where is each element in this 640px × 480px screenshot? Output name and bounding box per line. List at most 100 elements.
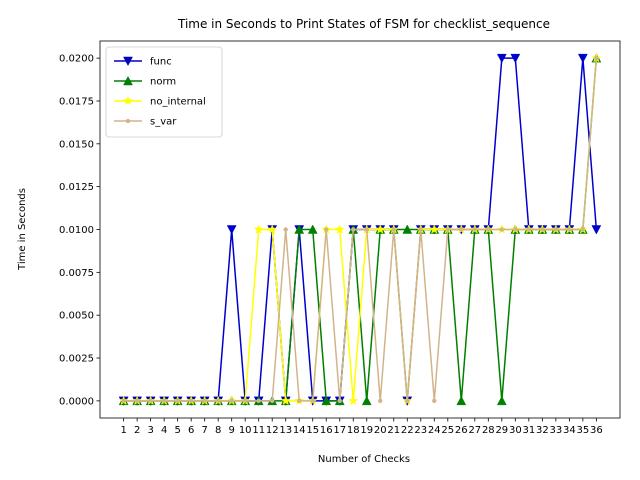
x-tick-label: 36 — [590, 425, 603, 436]
data-point-norm — [321, 395, 332, 406]
chart-title: Time in Seconds to Print States of FSM f… — [177, 17, 550, 31]
data-point-s-var — [121, 398, 126, 404]
legend-marker-func — [123, 56, 133, 67]
data-point-s-var — [337, 398, 342, 404]
data-point-s-var — [432, 398, 437, 404]
data-point-s-var — [215, 398, 221, 404]
x-tick-label: 10 — [239, 425, 252, 436]
x-tick-label: 15 — [306, 425, 319, 436]
data-point-s-var — [351, 227, 356, 232]
data-point-s-var — [418, 227, 423, 232]
y-tick-label: 0.0150 — [59, 139, 94, 150]
data-point-func — [510, 53, 521, 64]
data-point-s-var — [175, 398, 180, 404]
data-point-func — [496, 53, 507, 64]
data-point-s-var — [297, 398, 302, 404]
data-point-s-var — [472, 227, 478, 232]
data-point-no-internal — [253, 224, 264, 234]
x-tick-label: 12 — [266, 425, 279, 436]
data-point-norm — [402, 224, 413, 234]
data-point-s-var — [580, 227, 586, 232]
x-tick-label: 7 — [201, 425, 207, 436]
x-tick-label: 5 — [174, 425, 180, 436]
legend-marker-s-var — [125, 118, 131, 124]
x-tick-label: 34 — [563, 425, 576, 436]
x-tick-label: 14 — [293, 425, 306, 436]
x-tick-label: 16 — [320, 425, 333, 436]
x-tick-label: 26 — [455, 425, 468, 436]
x-tick-label: 25 — [441, 425, 454, 436]
data-point-s-var — [324, 227, 329, 232]
data-point-no-internal — [348, 395, 359, 406]
x-axis-label: Number of Checks — [318, 454, 410, 465]
y-tick-label: 0.0075 — [59, 268, 94, 279]
x-tick-label: 11 — [252, 425, 265, 436]
x-tick-label: 35 — [576, 425, 589, 436]
y-axis-label: Time in Seconds — [17, 188, 28, 271]
x-tick-label: 29 — [495, 425, 508, 436]
data-point-s-var — [445, 227, 450, 232]
data-point-func — [577, 53, 588, 64]
data-point-s-var — [364, 227, 369, 232]
data-point-norm — [307, 224, 318, 234]
data-point-func — [226, 225, 237, 235]
data-point-s-var — [553, 227, 559, 232]
x-tick-label: 23 — [414, 425, 427, 436]
data-point-norm — [456, 395, 467, 406]
data-point-s-var — [378, 398, 383, 404]
data-point-s-var — [310, 398, 315, 404]
data-point-s-var — [567, 227, 572, 232]
data-point-s-var — [161, 398, 167, 404]
legend-label-norm: norm — [150, 77, 176, 88]
y-tick-label: 0.0025 — [59, 354, 94, 365]
legend-label-no-internal: no_internal — [150, 97, 206, 108]
data-point-s-var — [202, 398, 207, 404]
x-tick-label: 6 — [188, 425, 194, 436]
legend: func norm no_internal s_var — [105, 46, 223, 138]
legend-marker-norm — [123, 75, 133, 86]
x-tick-label: 4 — [161, 425, 167, 436]
data-point-no-internal — [267, 224, 278, 234]
y-tick-label: 0.0200 — [59, 54, 94, 65]
x-tick-label: 3 — [147, 425, 153, 436]
data-point-s-var — [540, 227, 545, 232]
data-point-s-var — [134, 398, 140, 404]
y-tick-label: 0.0000 — [59, 396, 94, 407]
data-point-func — [591, 225, 602, 235]
x-tick-label: 13 — [279, 425, 292, 436]
x-tick-label: 24 — [428, 425, 441, 436]
data-point-s-var — [188, 398, 194, 404]
data-point-s-var — [242, 398, 248, 404]
data-point-norm — [294, 224, 305, 234]
data-point-s-var — [270, 398, 275, 404]
data-point-s-var — [459, 227, 464, 232]
y-tick-label: 0.0100 — [59, 225, 94, 236]
data-point-s-var — [148, 398, 153, 404]
y-tick-label: 0.0125 — [59, 182, 94, 193]
x-tick-label: 30 — [509, 425, 522, 436]
x-tick-label: 20 — [374, 425, 387, 436]
y-tick-label: 0.0050 — [59, 311, 94, 322]
legend-box — [105, 46, 223, 138]
legend-label-func: func — [150, 57, 172, 68]
data-point-norm — [496, 395, 507, 406]
legend-marker-no-internal — [123, 95, 133, 106]
data-point-no-internal — [429, 224, 440, 234]
x-tick-label: 17 — [333, 425, 346, 436]
data-point-s-var — [405, 398, 410, 404]
x-tick-label: 8 — [215, 425, 221, 436]
x-tick-label: 33 — [549, 425, 562, 436]
x-tick-label: 21 — [387, 425, 400, 436]
data-point-no-internal — [375, 224, 386, 234]
data-point-s-var — [499, 227, 505, 232]
plot-area: 1 2 3 4 5 6 7 8 9 10 11 12 13 14 15 16 17 18 19 20 21 22 23 24 2… — [59, 40, 621, 436]
data-point-s-var — [283, 227, 288, 232]
x-tick-label: 31 — [522, 425, 535, 436]
x-tick-label: 27 — [468, 425, 481, 436]
x-tick-label: 28 — [482, 425, 495, 436]
data-point-s-var — [526, 227, 532, 232]
data-point-s-var — [594, 55, 599, 61]
data-point-s-var — [256, 398, 261, 404]
x-tick-label: 22 — [401, 425, 414, 436]
